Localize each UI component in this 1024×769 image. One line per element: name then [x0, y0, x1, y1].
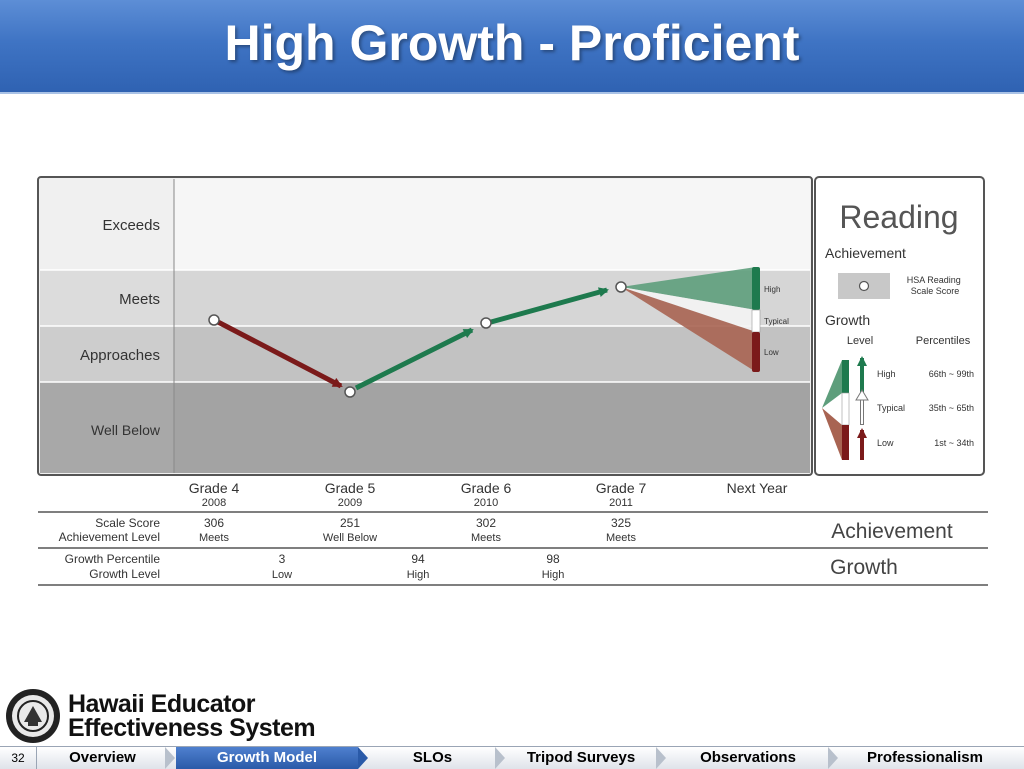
band-labels: Exceeds Meets Approaches Well Below: [80, 217, 161, 438]
x-tick-grade6: Grade 6: [461, 480, 512, 496]
x-tick-year-2009: 2009: [338, 497, 362, 509]
row-label-achievement-level: Achievement Level: [59, 530, 160, 544]
legend-typical-bar: [841, 392, 850, 426]
data-table: Scale Score Achievement Level Growth Per…: [38, 511, 988, 586]
achievement-level-grade5: Well Below: [323, 532, 377, 544]
legend-low-bar: [842, 425, 849, 460]
growth-arrows: [216, 287, 609, 391]
bottom-nav: 32 Overview Growth Model SLOs Tripod Sur…: [0, 746, 1024, 769]
growth-level-3: High: [542, 569, 565, 581]
point-grade6: [480, 317, 492, 329]
projection-label-typical: Typical: [764, 317, 789, 326]
legend-title: Reading: [839, 199, 958, 235]
nav-professionalism[interactable]: Professionalism: [867, 749, 983, 766]
legend-level-low: Low: [877, 438, 894, 448]
nav-growth-model[interactable]: Growth Model: [176, 747, 358, 769]
band-label-meets: Meets: [119, 291, 160, 308]
projection-high-bar: [752, 267, 760, 310]
legend-level-high: High: [877, 369, 896, 379]
nav-tripod-surveys[interactable]: Tripod Surveys: [526, 749, 636, 766]
legend-high-bar: [842, 360, 849, 393]
legend-typical-arrowhead: [855, 389, 869, 401]
legend-growth-heading: Growth: [825, 312, 870, 328]
legend-panel: Reading Achievement HSA Reading Scale Sc…: [814, 176, 985, 476]
growth-percentile-2: 94: [411, 552, 425, 566]
legend-col-level: Level: [847, 335, 873, 347]
x-tick-next-year: Next Year: [727, 480, 788, 496]
x-tick-grade4: Grade 4: [189, 480, 240, 496]
legend-col-percentiles: Percentiles: [916, 335, 971, 347]
legend-achievement-heading: Achievement: [825, 245, 906, 261]
achievement-level-grade7: Meets: [606, 532, 636, 544]
hees-logo: Hawaii Educator Effectiveness System: [4, 686, 344, 746]
projection-label-low: Low: [764, 348, 779, 357]
point-grade7: [615, 281, 627, 293]
legend-high-fan: [822, 360, 842, 408]
legend-range-typical: 35th ~ 65th: [929, 403, 974, 413]
growth-arrow-grade4-5: [216, 319, 343, 389]
growth-arrow-grade5-6: [354, 327, 474, 391]
x-tick-grade5: Grade 5: [325, 480, 376, 496]
legend-range-high: 66th ~ 99th: [929, 369, 974, 379]
legend-scale-point: [858, 280, 870, 292]
x-tick-year-2008: 2008: [202, 497, 226, 509]
nav-observations[interactable]: Observations: [700, 749, 796, 766]
band-label-approaches: Approaches: [80, 347, 160, 364]
projection-typical-bar: [751, 309, 761, 333]
x-tick-grade7: Grade 7: [596, 480, 647, 496]
table-heading-achievement: Achievement: [831, 520, 953, 543]
legend-level-typical: Typical: [877, 403, 905, 413]
title-bar: High Growth - Proficient: [0, 0, 1024, 94]
slide-title: High Growth - Proficient: [224, 15, 800, 71]
nav-separator-icon: [656, 747, 666, 769]
x-tick-year-2010: 2010: [474, 497, 498, 509]
band-label-well-below: Well Below: [91, 422, 161, 438]
projection-label-high: High: [764, 285, 780, 294]
projection-low-fan: [621, 287, 756, 372]
legend-scale-label: HSA Reading Scale Score: [907, 275, 964, 296]
projection-fan: High Typical Low: [621, 267, 789, 372]
growth-level-1: Low: [272, 569, 292, 581]
department-seal-icon: [6, 689, 60, 743]
projection-high-fan: [621, 267, 756, 310]
growth-percentile-3: 98: [546, 552, 560, 566]
nav-overview[interactable]: Overview: [69, 749, 136, 766]
scale-score-grade7: 325: [611, 516, 631, 530]
scale-score-grade4: 306: [204, 516, 224, 530]
scale-score-grade5: 251: [340, 516, 360, 530]
achievement-points: [208, 281, 627, 398]
page-number: 32: [0, 747, 37, 769]
nav-separator-icon: [495, 747, 505, 769]
logo-line-1: Hawaii Educator: [68, 690, 256, 718]
growth-percentile-1: 3: [279, 552, 286, 566]
row-label-growth-percentile: Growth Percentile: [65, 552, 161, 566]
nav-slos[interactable]: SLOs: [412, 749, 453, 766]
achievement-level-grade6: Meets: [471, 532, 501, 544]
table-heading-growth: Growth: [830, 556, 898, 579]
projection-low-bar: [752, 332, 760, 372]
nav-separator-icon: [828, 747, 838, 769]
x-tick-year-2011: 2011: [609, 497, 633, 509]
growth-arrow-grade6-7: [490, 287, 609, 325]
band-label-exceeds: Exceeds: [102, 217, 160, 234]
scale-score-grade6: 302: [476, 516, 496, 530]
growth-level-2: High: [407, 569, 430, 581]
achievement-level-grade4: Meets: [199, 532, 229, 544]
x-axis: Grade 4 2008 Grade 5 2009 Grade 6 2010 G…: [189, 480, 788, 509]
point-grade4: [208, 314, 220, 326]
nav-separator-icon: [358, 747, 368, 769]
growth-chart-figure: Exceeds Meets Approaches Well Below High…: [37, 176, 988, 586]
logo-line-2: Effectiveness System: [68, 714, 316, 742]
legend-low-fan: [822, 408, 842, 460]
nav-separator-icon: [165, 747, 175, 769]
legend-range-low: 1st ~ 34th: [934, 438, 974, 448]
row-label-growth-level: Growth Level: [89, 567, 160, 581]
point-grade5: [344, 386, 356, 398]
row-label-scale-score: Scale Score: [95, 516, 160, 530]
